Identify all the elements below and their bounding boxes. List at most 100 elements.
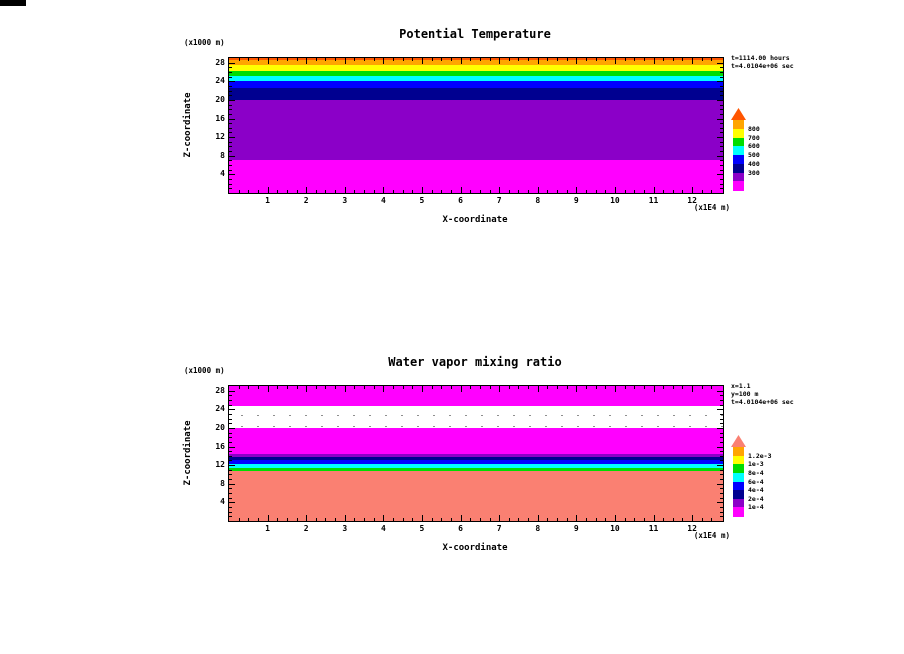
tick-mark (229, 441, 232, 443)
tick-mark (537, 58, 539, 64)
tick-mark (229, 404, 232, 406)
x-tick-label: 12 (687, 524, 697, 533)
colorbar-label: 1.2e-3 (748, 451, 772, 460)
x-tick-label: 3 (342, 524, 348, 533)
tick-mark (229, 67, 232, 69)
tick-mark (595, 518, 597, 521)
field-band (229, 65, 723, 72)
tick-mark (720, 132, 723, 134)
x-tick-label: 2 (303, 196, 309, 205)
tick-mark (402, 386, 404, 389)
tick-mark (229, 423, 232, 425)
tick-mark (717, 502, 723, 504)
tick-mark (663, 190, 665, 193)
tick-mark (229, 141, 232, 143)
y-axis-label: Z-coordinate (183, 419, 193, 486)
tick-mark (229, 104, 232, 106)
tick-mark (325, 386, 327, 389)
tick-mark (460, 187, 462, 193)
x-tick-label: 9 (573, 524, 579, 533)
tick-mark (383, 386, 385, 392)
y-tick-label: 28 (215, 57, 225, 67)
colorbar-label: 300 (748, 168, 760, 177)
tick-mark (470, 386, 472, 389)
tick-mark (720, 488, 723, 490)
tick-mark (373, 190, 375, 193)
tick-mark (717, 155, 723, 157)
x-tick-label: 2 (303, 524, 309, 533)
colorbar-segment (733, 481, 744, 491)
tick-mark (335, 518, 337, 521)
annotation-line: t=4.0104e+06 sec (731, 398, 794, 406)
tick-mark (229, 451, 232, 453)
tick-mark (421, 386, 423, 392)
tick-mark (248, 190, 250, 193)
tick-mark (634, 386, 636, 389)
tick-mark (720, 460, 723, 462)
tick-mark (566, 386, 568, 389)
chart-title: Potential Temperature (399, 27, 551, 41)
tick-mark (344, 187, 346, 193)
colorbar: 1.2e-3 1e-3 8e-4 6e-4 4e-4 2e-4 1e-4 (731, 435, 779, 517)
tick-mark (605, 58, 607, 61)
field-band (229, 406, 723, 428)
tick-mark (576, 515, 578, 521)
x-tick-label: 5 (419, 196, 425, 205)
x-tick-label: 10 (610, 524, 620, 533)
tick-mark (499, 515, 501, 521)
tick-mark (229, 95, 232, 97)
x-tick-label: 1 (265, 196, 270, 205)
tick-mark (720, 90, 723, 92)
tick-mark (344, 386, 346, 392)
tick-mark (585, 386, 587, 389)
tick-mark (315, 518, 317, 521)
tick-mark (229, 413, 232, 415)
tick-mark (605, 386, 607, 389)
y-axis-unit: (x1000 m) (184, 366, 225, 375)
colorbar-segment (733, 120, 744, 130)
tick-mark (614, 515, 616, 521)
tick-mark (720, 507, 723, 509)
x-tick-label: 7 (496, 196, 502, 205)
tick-mark (296, 190, 298, 193)
tick-mark (692, 515, 694, 521)
tick-mark (701, 386, 703, 389)
tick-mark (306, 58, 308, 64)
tick-mark (720, 455, 723, 457)
tick-mark (441, 386, 443, 389)
tick-mark (720, 165, 723, 167)
tick-mark (286, 58, 288, 61)
field-band (229, 58, 723, 60)
tick-mark (692, 58, 694, 64)
tick-mark (229, 76, 232, 78)
tick-mark (257, 58, 259, 61)
tick-mark (576, 386, 578, 392)
tick-mark (653, 515, 655, 521)
tick-mark (720, 71, 723, 73)
tick-mark (229, 165, 232, 167)
tick-mark (595, 58, 597, 61)
tick-mark (720, 497, 723, 499)
tick-mark (720, 67, 723, 69)
tick-mark (470, 190, 472, 193)
tick-mark (373, 518, 375, 521)
tick-mark (518, 518, 520, 521)
field-band (229, 427, 723, 455)
tick-mark (229, 132, 232, 134)
tick-mark (229, 502, 235, 504)
y-tick-label: 4 (220, 169, 225, 179)
tick-mark (335, 58, 337, 61)
tick-mark (528, 386, 530, 389)
tick-mark (229, 81, 235, 83)
field-band (229, 467, 723, 471)
colorbar-label: 8e-4 (748, 468, 764, 477)
tick-mark (508, 518, 510, 521)
annotation-line: t=1114.00 hours (731, 54, 790, 62)
tick-mark (229, 188, 232, 190)
tick-mark (229, 146, 232, 148)
colorbar-segment (733, 146, 744, 156)
tick-mark (720, 413, 723, 415)
tick-mark (605, 190, 607, 193)
tick-mark (499, 187, 501, 193)
